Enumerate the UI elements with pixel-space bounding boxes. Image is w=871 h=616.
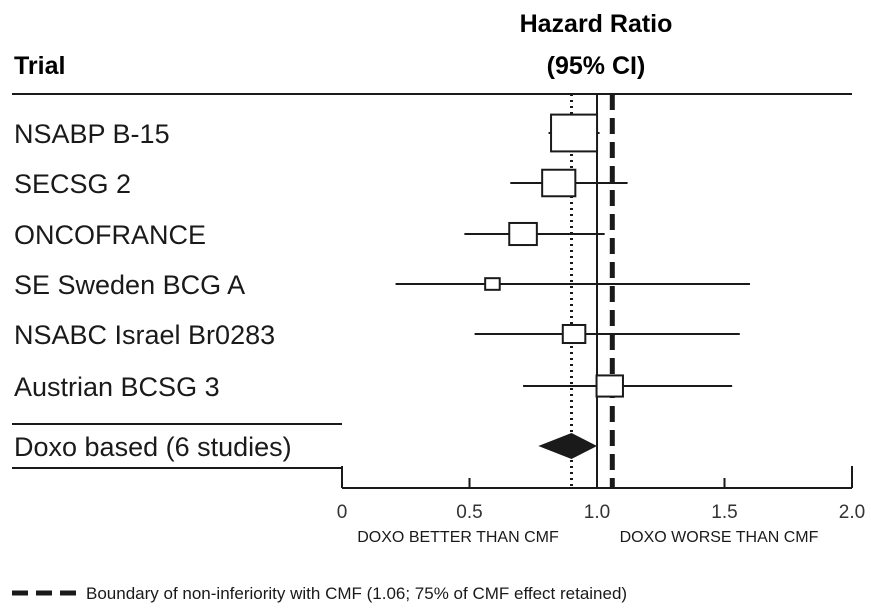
label-doxo-better: DOXO BETTER THAN CMF [357,529,559,546]
pooled-label: Doxo based (6 studies) [14,432,292,462]
study-point-box [550,113,599,153]
study-point-box [541,168,577,198]
x-tick-label: 0 [337,502,348,523]
header-hazard-ratio: Hazard Ratio [520,10,673,38]
reference-lines [570,94,615,488]
study-point-box [595,374,624,398]
x-tick-label: 2.0 [839,502,865,523]
legend-text: Boundary of non-inferiority with CMF (1.… [86,584,627,603]
study-point-box [508,221,538,247]
study-point-box [484,277,501,291]
study-label: NSABC Israel Br0283 [14,320,275,350]
x-tick-label: 1.0 [584,502,610,523]
study-label: Austrian BCSG 3 [14,372,220,402]
x-tick-label: 0.5 [456,502,482,523]
pooled-estimate: Doxo based (6 studies) [14,432,597,462]
study-label: SECSG 2 [14,169,131,199]
header-ci: (95% CI) [547,52,646,80]
study-point-box [561,323,587,345]
study-label: NSABP B-15 [14,119,170,149]
x-tick-label: 1.5 [711,502,737,523]
header-trial: Trial [14,52,65,80]
pooled-diamond [538,433,597,459]
study-label: ONCOFRANCE [14,220,206,250]
x-axis: 0 0.5 1.0 1.5 2.0 [337,466,865,523]
study-rows: NSABP B-15 SECSG 2 ONCOFRANCE SE Sweden BCG… [14,113,750,402]
study-label: SE Sweden BCG A [14,270,245,300]
label-doxo-worse: DOXO WORSE THAN CMF [620,529,819,546]
